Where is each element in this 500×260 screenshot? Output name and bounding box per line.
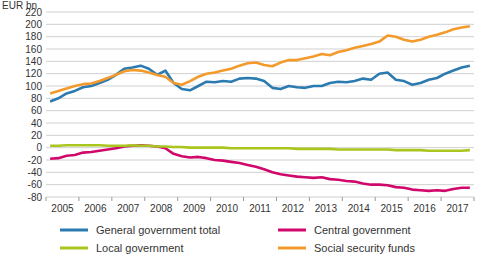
- x-tick-label: 2010: [216, 203, 239, 214]
- x-tick: [342, 197, 343, 201]
- y-tick-label: -40: [28, 167, 43, 178]
- x-tick: [441, 197, 442, 201]
- x-tick: [408, 197, 409, 201]
- grid-line: [46, 49, 474, 50]
- x-tick: [144, 197, 145, 201]
- y-tick-label: 180: [25, 31, 42, 42]
- x-tick: [276, 197, 277, 201]
- y-tick-label: 220: [25, 7, 42, 18]
- grid-line: [46, 24, 474, 25]
- y-tick-label: 40: [31, 118, 43, 129]
- y-tick-label: 140: [25, 56, 42, 67]
- y-tick-label: 160: [25, 44, 42, 55]
- y-tick-label: -80: [28, 192, 43, 203]
- legend-label: Local government: [96, 242, 183, 254]
- x-tick-label: 2015: [381, 203, 404, 214]
- legend-swatch: [278, 247, 306, 250]
- grid-line: [46, 135, 474, 136]
- series-line: [50, 145, 470, 151]
- x-tick-label: 2007: [117, 203, 140, 214]
- legend-swatch: [60, 247, 88, 250]
- legend-label: General government total: [96, 224, 220, 236]
- grid-line: [46, 36, 474, 37]
- x-tick: [177, 197, 178, 201]
- y-tick-label: -20: [28, 155, 43, 166]
- y-tick-label: 100: [25, 81, 42, 92]
- plot-area: [50, 26, 470, 191]
- y-tick-label: 60: [31, 105, 43, 116]
- x-tick-label: 2013: [315, 203, 338, 214]
- y-tick-label: 0: [36, 142, 42, 153]
- x-tick-label: 2016: [413, 203, 436, 214]
- y-tick-label: -60: [28, 179, 43, 190]
- series-line: [50, 66, 470, 102]
- x-tick-label: 2006: [84, 203, 107, 214]
- x-tick-label: 2009: [183, 203, 206, 214]
- x-tick: [309, 197, 310, 201]
- x-tick-label: 2005: [51, 203, 74, 214]
- grid-line: [46, 12, 474, 13]
- x-tick-label: 2012: [282, 203, 305, 214]
- x-tick-label: 2011: [249, 203, 271, 214]
- grid-line: [46, 197, 474, 198]
- grid-line: [46, 98, 474, 99]
- y-tick-label: 20: [31, 130, 43, 141]
- legend-label: Social security funds: [314, 242, 415, 254]
- y-tick-label: 200: [25, 19, 42, 30]
- x-tick: [111, 197, 112, 201]
- x-tick: [78, 197, 79, 201]
- grid-line: [46, 86, 474, 87]
- x-tick: [474, 197, 475, 201]
- x-tick: [210, 197, 211, 201]
- grid-line: [46, 172, 474, 173]
- grid-line: [46, 110, 474, 111]
- grid-line: [46, 160, 474, 161]
- x-tick-label: 2014: [348, 203, 371, 214]
- x-tick: [243, 197, 244, 201]
- x-tick-label: 2008: [150, 203, 173, 214]
- y-tick-label: 120: [25, 68, 42, 79]
- y-tick-label: 80: [31, 93, 43, 104]
- series-line: [50, 145, 470, 191]
- x-tick-label: 2017: [446, 203, 469, 214]
- grid-line: [46, 184, 474, 185]
- legend-swatch: [60, 229, 88, 232]
- grid-line: [46, 61, 474, 62]
- legend-label: Central government: [314, 224, 411, 236]
- grid-line: [46, 123, 474, 124]
- legend-swatch: [278, 229, 306, 232]
- series-line: [50, 26, 470, 93]
- x-tick: [375, 197, 376, 201]
- grid-line: [46, 73, 474, 74]
- chart: EUR bn-80-60-40-200204060801001201401601…: [0, 0, 500, 260]
- x-tick: [46, 197, 47, 201]
